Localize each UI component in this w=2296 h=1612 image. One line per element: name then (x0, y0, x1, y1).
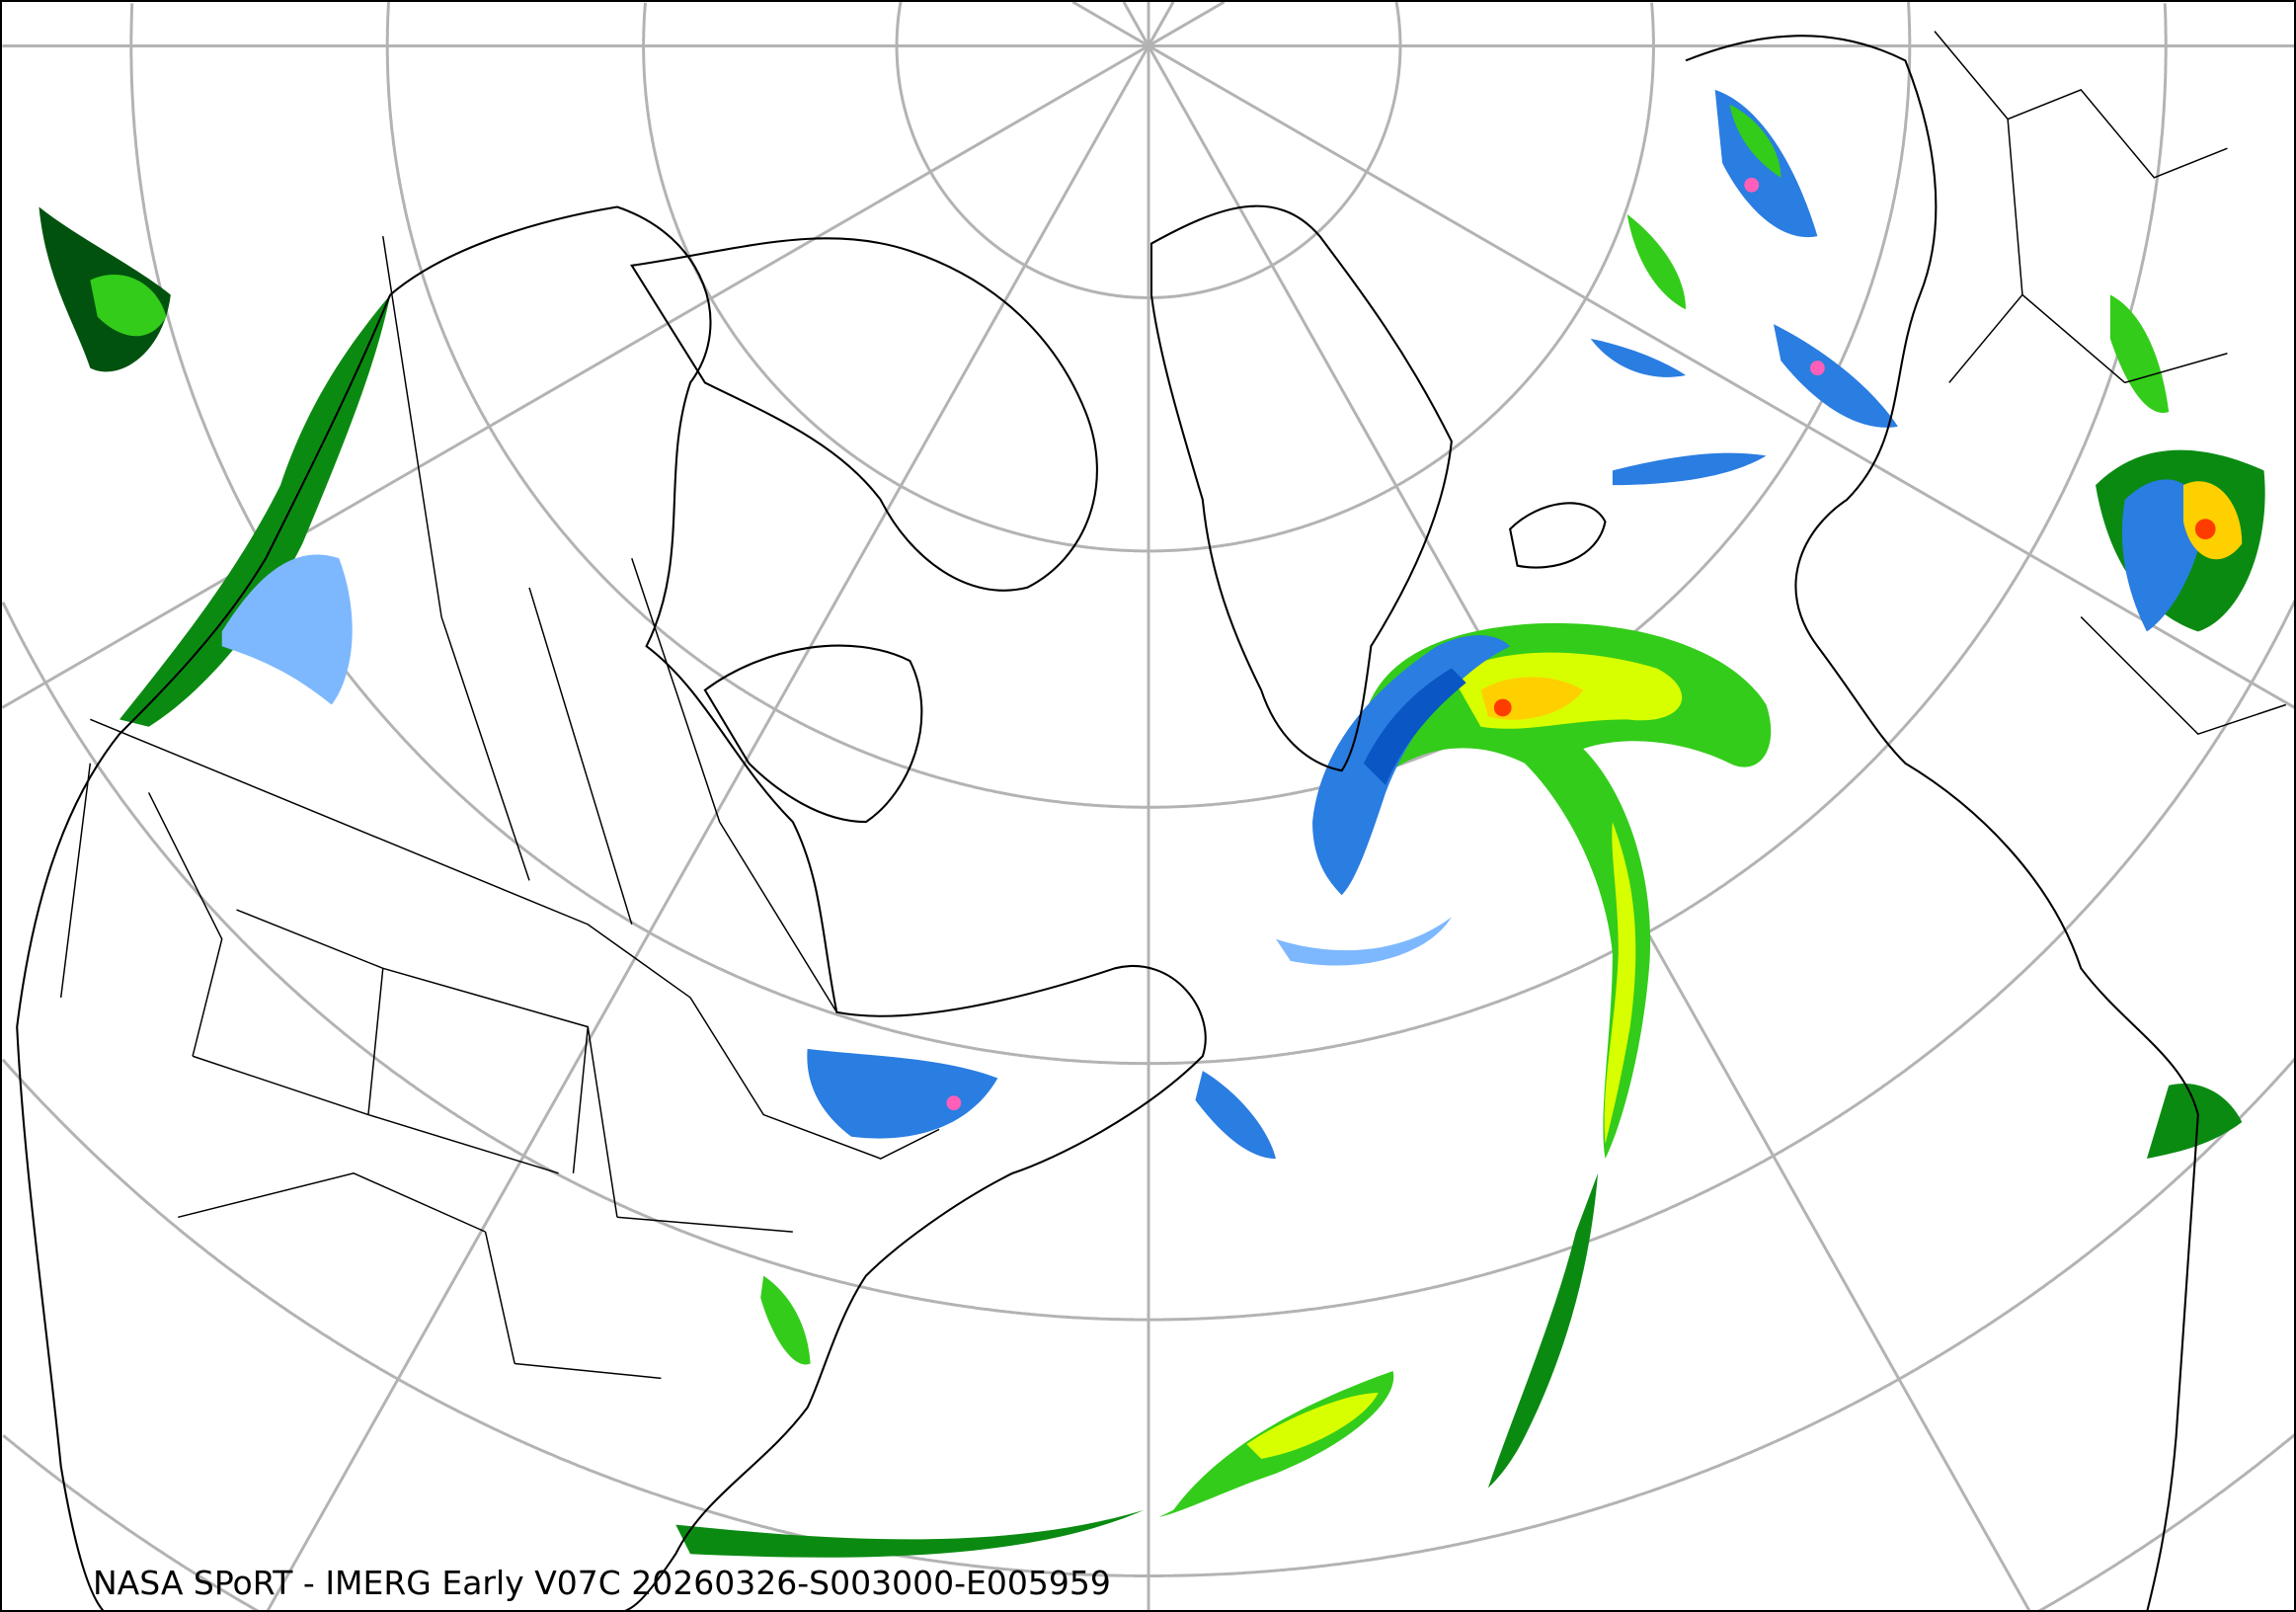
north-america-coast (389, 205, 1207, 1610)
canada-us-border (90, 718, 940, 1160)
europe-coast (1685, 35, 2199, 1610)
coastlines (16, 35, 2199, 1610)
latitude-circle (385, 2, 1912, 809)
precip-core (2182, 481, 2243, 560)
precip-max (1493, 698, 1512, 717)
snow-band (807, 1048, 998, 1139)
snow-band (221, 554, 353, 705)
precip-core (1246, 1393, 1379, 1459)
iceland-coast (1509, 502, 1607, 569)
meridian-line (2, 44, 1149, 709)
precip-band (2146, 1084, 2243, 1160)
precip-max (1810, 361, 1825, 375)
greenland-coast (1149, 204, 1453, 772)
snow-core (1363, 668, 1466, 786)
meridian-line (1071, 2, 1149, 47)
latitude-circle (895, 2, 1402, 299)
us-state-lines (59, 763, 793, 1380)
precip-band (1729, 104, 1781, 178)
precip-band (760, 1275, 811, 1365)
precip-core (1604, 822, 1636, 1145)
precip-max (1744, 177, 1760, 193)
map-caption: NASA SPoRT - IMERG Early V07C 20260326-S… (93, 1564, 1111, 1602)
meridian-line (1122, 2, 1150, 47)
arctic-islands (630, 237, 1098, 592)
precipitation-layer (39, 89, 2265, 1558)
latitude-circle (129, 3, 2168, 1066)
precip-band (1487, 1172, 1599, 1489)
precip-band (119, 294, 391, 727)
precip-max (2194, 519, 2216, 539)
meridian-line (266, 44, 1150, 1610)
latitude-circle (2, 599, 2294, 1322)
snow-band (1590, 338, 1687, 377)
precip-band (1626, 213, 1687, 310)
precip-band (675, 1509, 1145, 1558)
precip-band (2109, 294, 2170, 413)
snow-band (1612, 452, 1767, 486)
precip-max (946, 1095, 962, 1111)
hudson-bay-coast (703, 644, 923, 824)
latitude-circle (2, 1433, 2294, 1610)
snow-band (1773, 324, 1898, 428)
pacific-coast (16, 294, 392, 1610)
canada-province-lines (382, 236, 837, 1013)
meridian-line (1148, 44, 2294, 709)
snow-band (1195, 1071, 1276, 1160)
snow-band (1275, 917, 1452, 966)
meridian-line (1148, 2, 1226, 47)
precip-core (90, 274, 167, 337)
political-borders (59, 31, 2286, 1380)
meridian-line (1147, 2, 1175, 47)
snow-band (1312, 635, 1511, 896)
europe-borders (1934, 31, 2286, 735)
